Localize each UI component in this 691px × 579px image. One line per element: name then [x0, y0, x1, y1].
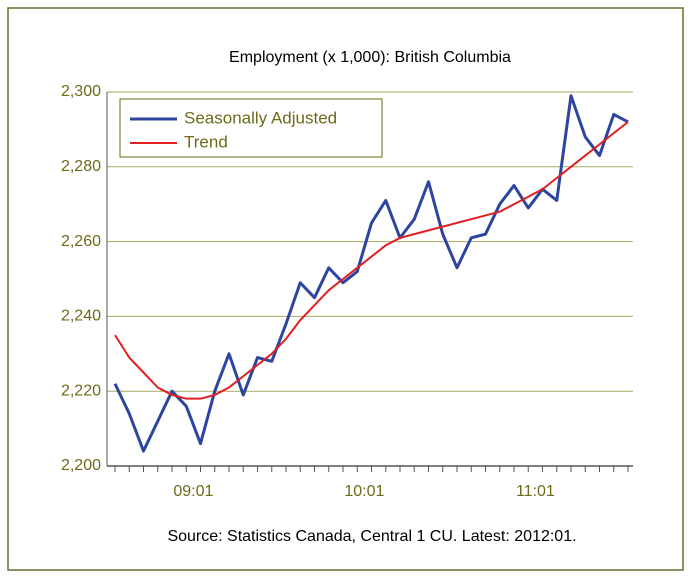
y-tick-label: 2,240 — [61, 308, 101, 325]
y-tick-label: 2,220 — [61, 382, 101, 399]
chart-title: Employment (x 1,000): British Columbia — [229, 49, 511, 66]
y-tick-label: 2,260 — [61, 233, 101, 250]
source-note: Source: Statistics Canada, Central 1 CU.… — [167, 528, 576, 545]
legend-box — [119, 98, 383, 158]
y-tick-label: 2,300 — [61, 83, 101, 100]
x-tick-label: 09:01 — [173, 483, 213, 500]
legend-label: Trend — [184, 132, 228, 151]
y-tick-label: 2,280 — [61, 158, 101, 175]
legend-label: Seasonally Adjusted — [184, 108, 337, 127]
series-line — [114, 121, 629, 400]
x-tick-label: 10:01 — [344, 483, 384, 500]
y-tick-label: 2,200 — [61, 457, 101, 474]
x-tick-label: 11:01 — [516, 483, 555, 500]
